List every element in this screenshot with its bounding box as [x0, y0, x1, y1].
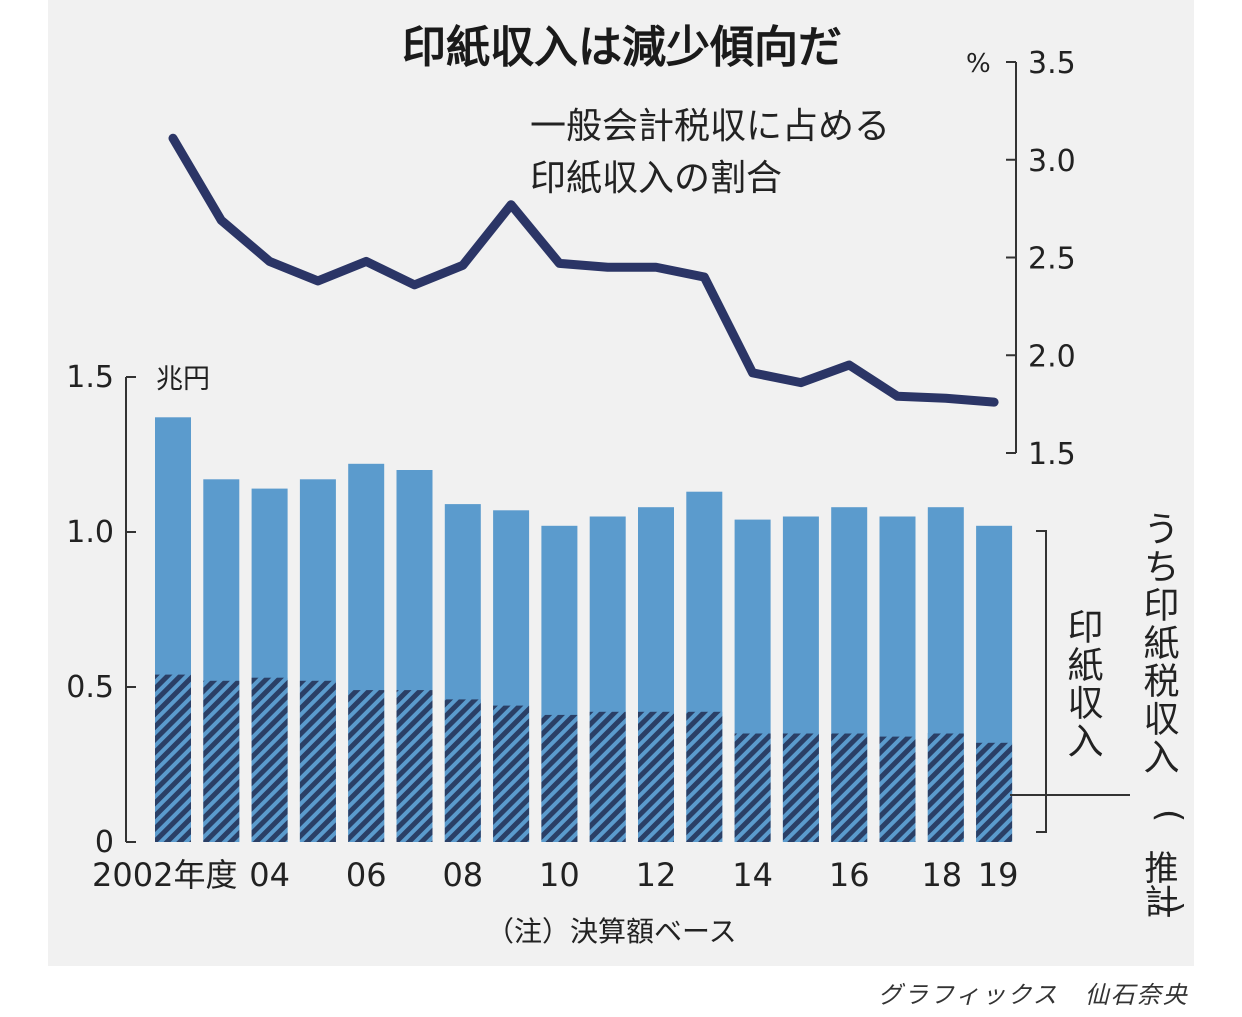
bar-stamp-tax	[782, 733, 819, 842]
bar-stamp-tax	[251, 677, 288, 842]
line-label-1: 一般会計税収に占める	[530, 106, 890, 147]
x-axis-tick-label: 19	[978, 856, 1019, 894]
x-axis-tick-label: 2002年度	[92, 856, 237, 894]
line-label-2: 印紙収入の割合	[530, 158, 782, 199]
x-axis-tick-label: 14	[732, 856, 773, 894]
bar-stamp-tax	[444, 699, 481, 842]
bar-label: 印紙収入	[1062, 608, 1103, 760]
left-axis-tick-label: 0.5	[66, 670, 114, 705]
credit: グラフィックス 仙石奈央	[878, 981, 1189, 1009]
bar-stamp-tax	[203, 680, 240, 842]
right-axis-tick-label: 3.5	[1028, 46, 1076, 81]
bar-stamp-tax	[686, 711, 723, 842]
x-axis-tick-label: 06	[346, 856, 387, 894]
bar-stamp-tax	[879, 736, 916, 842]
x-axis-tick-label: 12	[636, 856, 677, 894]
right-axis-unit: %	[966, 49, 991, 79]
left-axis-tick-label: 0	[95, 825, 114, 860]
chart-title: 印紙収入は減少傾向だ	[402, 22, 842, 73]
hatch-label-close-paren: )	[1149, 901, 1189, 914]
bar-stamp-tax	[589, 711, 626, 842]
bar-stamp-tax	[348, 690, 385, 842]
hatch-label: うち印紙税収入	[1138, 510, 1179, 776]
right-axis-tick-label: 2.0	[1028, 339, 1076, 374]
bar-stamp-tax	[396, 690, 433, 842]
right-axis-tick-label: 1.5	[1028, 437, 1076, 472]
left-axis-tick-label: 1.5	[66, 360, 114, 395]
right-axis-tick-label: 2.5	[1028, 242, 1076, 277]
chart-note: （注）決算額ベース	[486, 915, 737, 948]
hatch-label-note: 推計	[1138, 850, 1178, 918]
x-axis-tick-label: 08	[442, 856, 483, 894]
bar-stamp-tax	[976, 742, 1013, 842]
bar-stamp-tax	[541, 714, 578, 842]
x-axis-tick-label: 10	[539, 856, 580, 894]
line-stamp-share	[168, 133, 999, 407]
left-axis-tick-label: 1.0	[66, 515, 114, 550]
left-axis-unit: 兆円	[156, 364, 210, 395]
bar-stamp-tax	[493, 705, 530, 842]
x-axis-tick-label: 18	[921, 856, 962, 894]
bar-total-bracket	[1036, 530, 1047, 833]
bar-stamp-tax	[155, 674, 191, 842]
x-axis-tick-label: 04	[249, 856, 290, 894]
bar-stamp-tax	[734, 733, 771, 842]
bar-stamp-tax	[638, 711, 674, 842]
bar-stamp-tax	[927, 733, 964, 842]
bar-stamp-tax	[299, 680, 336, 842]
hatch-label-open-paren: (	[1149, 809, 1189, 822]
x-axis-tick-label: 16	[829, 856, 870, 894]
right-axis-tick-label: 3.0	[1028, 144, 1076, 179]
bar-stamp-tax	[831, 733, 868, 842]
